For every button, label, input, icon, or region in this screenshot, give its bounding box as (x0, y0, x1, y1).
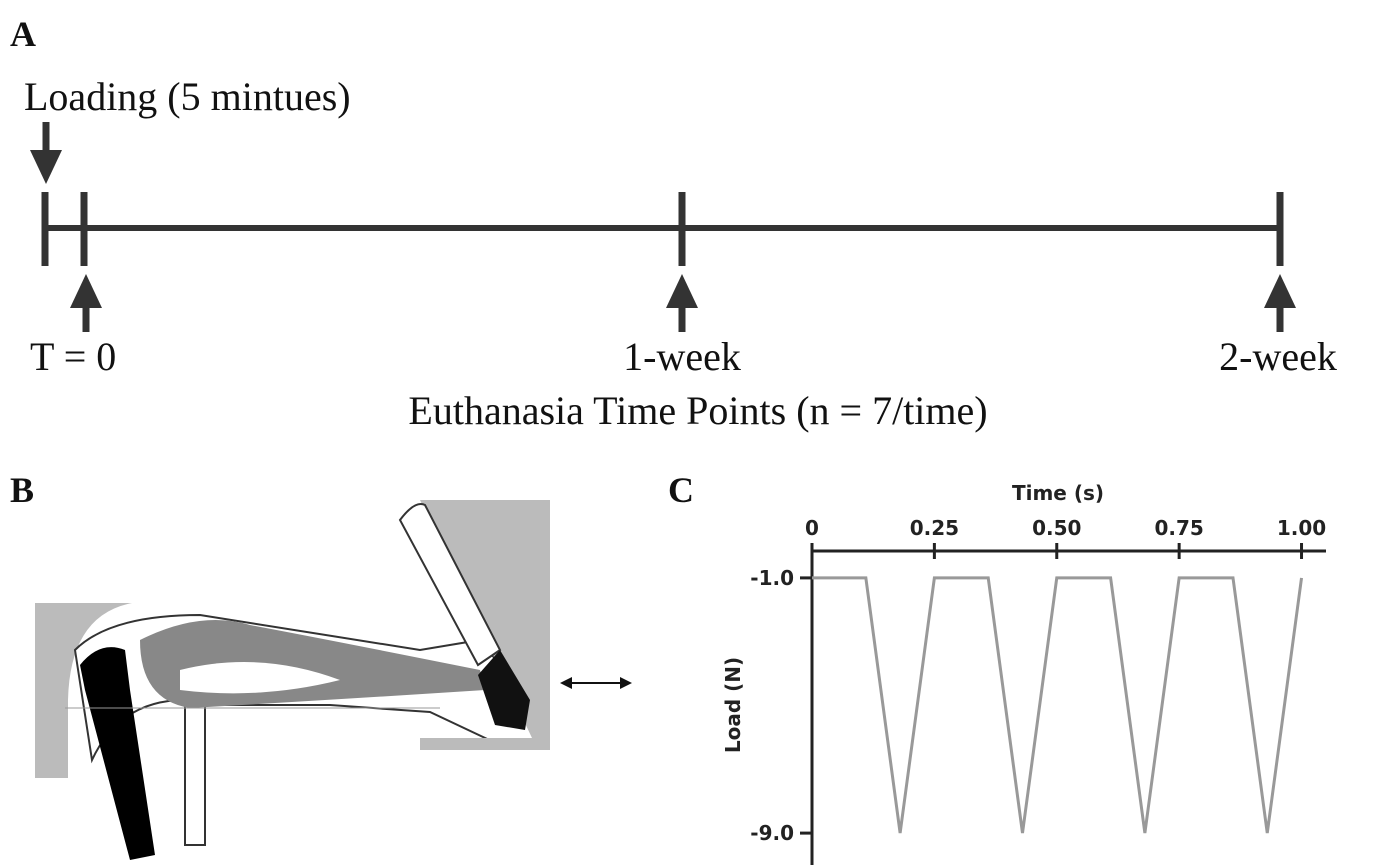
panel-label: C (668, 470, 694, 510)
x-axis-label: Time (s) (1012, 481, 1104, 505)
x-tick-label: 0.50 (1032, 516, 1081, 540)
x-tick-label: 1.00 (1277, 516, 1326, 540)
panel-label: A (10, 14, 36, 54)
time-label: T = 0 (30, 334, 116, 379)
time-label: 1-week (623, 334, 741, 379)
loading-label: Loading (5 mintues) (24, 74, 351, 119)
y-axis-label: Load (N) (721, 657, 745, 753)
time-label: 2-week (1219, 334, 1337, 379)
x-tick-label: 0.75 (1154, 516, 1203, 540)
panel-label: B (10, 470, 34, 510)
load-line (812, 576, 1304, 834)
y-tick-label: -9.0 (750, 821, 794, 845)
x-tick-label: 0.25 (910, 516, 959, 540)
timeline (30, 122, 1296, 332)
y-tick-label: -1.0 (750, 566, 794, 590)
caption: Euthanasia Time Points (n = 7/time) (408, 388, 987, 433)
limb-illustration (35, 500, 632, 860)
x-tick-label: 0 (805, 516, 819, 540)
